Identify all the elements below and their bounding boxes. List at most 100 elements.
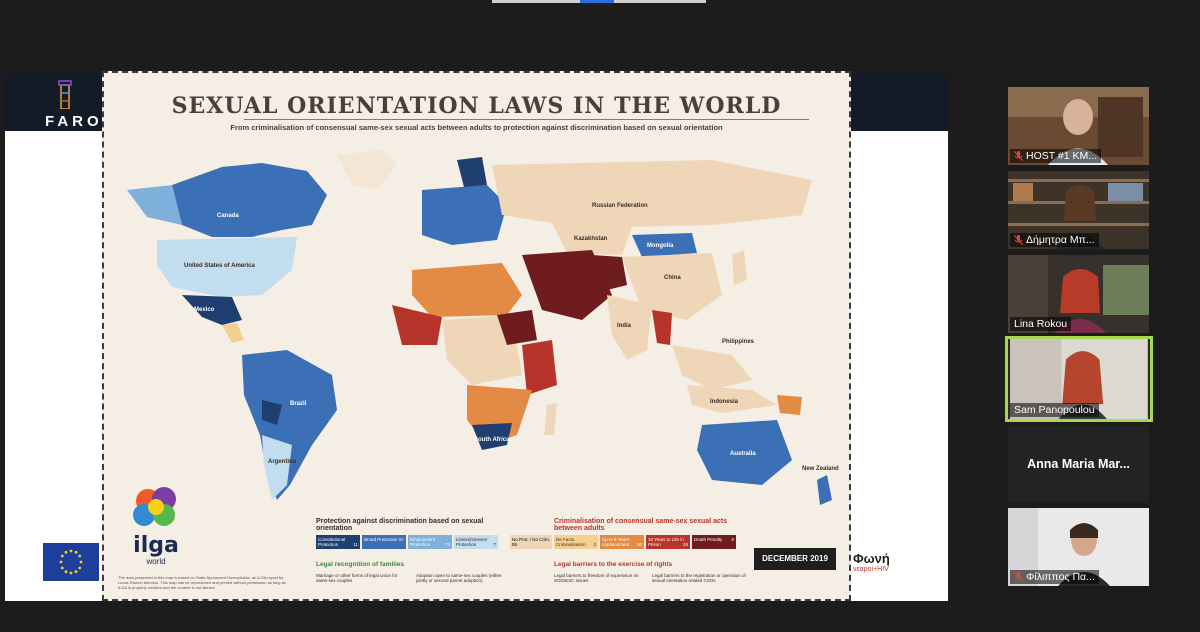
criminal-swatch-label: Up to 8 Years Imprisonment [602,537,630,547]
europe-region [422,185,507,245]
sudan-region [497,310,537,345]
legend-protection-title: Protection against discrimination based … [316,518,484,532]
share-indicator-segment[interactable] [580,0,614,3]
participant-tile[interactable]: Lina Rokou [1008,255,1149,333]
poster-credit-note: The data presented in this map is based … [118,575,286,590]
iran-region [592,255,627,290]
participant-tile[interactable]: Anna Maria Mar... [1008,425,1149,503]
criminal-swatch: De Facto Criminalisation 2 [554,535,598,549]
south-africa-label: South Africa [474,437,510,443]
indonesia-label: Indonesia [710,399,739,405]
eu-flag [43,543,99,581]
middle-east-region [522,250,612,320]
myanmar-region [652,310,672,345]
protection-swatch: Constitutional Protection 11 [316,535,360,549]
ilga-subtext: world [146,557,166,566]
legend-criminalisation-title: Criminalisation of consensual same-sex s… [554,518,728,532]
central-america-region [222,323,244,343]
mic-muted-icon [1014,151,1023,161]
criminal-swatch: Death Penalty 6 [692,535,736,549]
faros-wordmark: FARO [45,113,103,130]
title-rule [244,119,809,120]
participant-nameplate: Lina Rokou [1010,317,1072,331]
brazil-region [277,360,332,440]
ilga-map-poster: SEXUAL ORIENTATION LAWS IN THE WORLD Fro… [102,71,851,601]
usa-region [157,237,297,297]
participant-nameplate: Sam Panopoulou [1010,403,1099,417]
australia-region [697,420,792,485]
participant-nameplate: HOST #1 KM... [1010,149,1101,163]
indonesia-region [687,385,777,413]
criminal-swatch-label: 10 Years to Life in Prison [648,537,684,547]
australia-label: Australia [730,451,756,457]
west-africa-region [392,305,442,345]
legend-barriers-item-2: Legal barriers to the registration or op… [652,573,746,583]
japan-region [732,250,747,285]
criminal-swatch-count: 6 [731,537,734,542]
participant-tile[interactable]: Δήμητρα Μπ... [1008,171,1149,249]
protection-swatch-count: 57 [398,537,404,542]
participant-name: Sam Panopoulou [1014,404,1095,416]
criminal-swatch-label: Death Penalty [694,537,723,542]
mexico-region [182,295,242,325]
philippines-label: Philippines [722,339,755,345]
legend-no-crim-label: No Prot. / No Crim. [512,537,551,542]
new-zealand-region [817,475,832,505]
mongolia-region [632,233,697,257]
legend-criminalisation: Criminalisation of consensual same-sex s… [554,518,744,549]
participant-nameplate: Φίλιππος Πα... [1010,570,1099,584]
participant-tile-active-speaker[interactable]: Sam Panopoulou [1005,336,1153,422]
eu-stars-icon [59,549,83,575]
ilga-logo: ilga world [118,483,194,569]
participant-name: Φίλιππος Πα... [1026,571,1095,583]
usa-label: United States of America [184,263,255,269]
bolivia-region [262,400,282,425]
mic-muted-icon [1014,235,1023,245]
mic-muted-icon [1014,572,1023,582]
central-africa-region [442,315,522,385]
scandinavia-region [457,157,487,187]
argentina-label: Argentina [268,459,297,465]
legend-no-crim: No Prot. / No Crim. 55 [510,535,552,549]
participant-tile[interactable]: HOST #1 KM... [1008,87,1149,165]
lighthouse-icon [58,80,72,109]
participant-nameplate: Δήμητρα Μπ... [1010,233,1099,247]
ilga-petals-icon [133,487,176,526]
protection-swatch-label: Limited/Uneven Protection [456,537,488,547]
criminal-swatch: Up to 8 Years Imprisonment 30 [600,535,644,549]
screen-share-indicator[interactable] [492,0,706,3]
russia-label: Russian Federation [592,203,648,209]
criminal-swatch-label: De Facto Criminalisation [556,537,586,547]
protection-swatch-count: 7 [493,542,496,547]
mongolia-label: Mongolia [647,243,674,249]
kazakhstan-label: Kazakhstan [574,236,608,242]
legend-families-item-1: Marriage or other forms of legal union f… [316,573,398,583]
legend-families-title: Legal recognition of families [316,561,405,568]
shared-screen: FARO SEXUAL ORIENTATION LAWS IN THE WORL… [5,71,948,601]
new-zealand-label: New Zealand [802,466,839,472]
east-africa-region [522,340,557,395]
china-region [622,253,722,320]
fwni-subtext: νεαροί+HIV [853,566,889,573]
china-label: China [664,275,681,281]
ilga-wordmark: ilga [133,533,179,558]
greenland-region [337,150,397,190]
legend-families-item-2: Adoption open to same-sex couples (eithe… [416,573,502,583]
png-region [777,395,802,415]
south-africa-region [472,423,512,450]
participant-tile[interactable]: Φίλιππος Πα... [1008,508,1149,586]
legend-protection-swatches: Constitutional Protection 11 Broad Protect… [316,535,506,549]
protection-swatch: Broad Protection 57 [362,535,406,549]
canada-label: Canada [217,213,239,219]
criminal-swatch-count: 2 [593,542,596,547]
protection-swatch: Employment Protection 73 [408,535,452,549]
legend-protection: Protection against discrimination based … [316,518,506,549]
legend-barriers-title: Legal barriers to the exercise of rights [554,561,673,568]
argentina-region [262,435,292,500]
criminal-swatch-count: 26 [682,542,688,547]
protection-swatch-label: Broad Protection [364,537,398,542]
fwni-logo: Φωνή [853,551,890,566]
madagascar-region [544,403,557,435]
india-region [607,295,652,360]
